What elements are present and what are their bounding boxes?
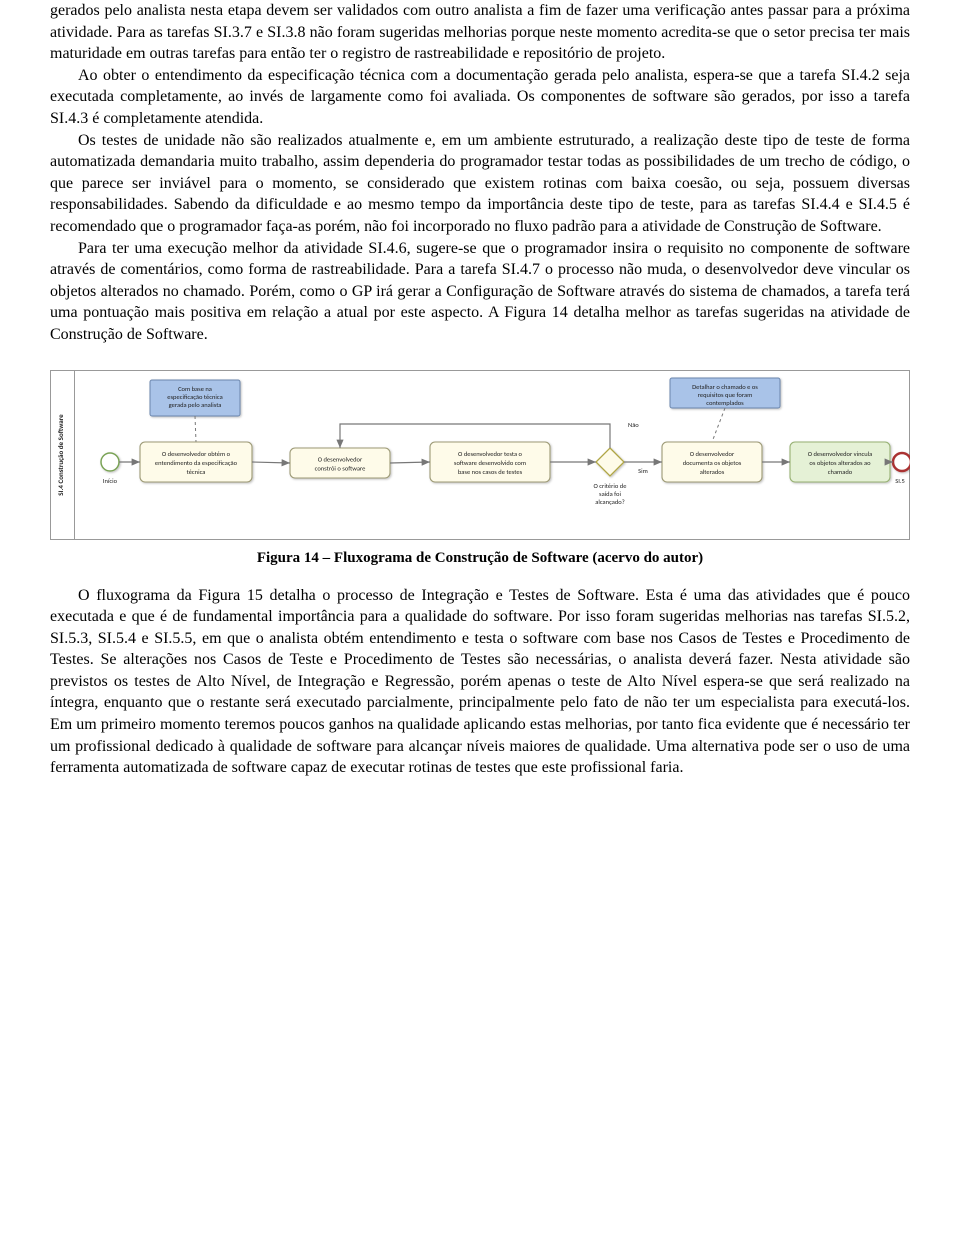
svg-text:software desenvolvido com: software desenvolvido com [454,459,526,467]
svg-text:O desenvolvedor obtém o: O desenvolvedor obtém o [162,450,231,458]
svg-text:chamado: chamado [828,468,853,476]
flowchart-figure-14: SI.4 Construção de Software Com base naes… [50,370,910,540]
svg-text:O desenvolvedor vincula: O desenvolvedor vincula [808,450,873,458]
svg-text:Sim: Sim [638,467,648,475]
svg-text:documenta os objetos: documenta os objetos [683,459,742,467]
svg-text:gerada pelo analista: gerada pelo analista [169,401,222,409]
figure-14-caption: Figura 14 – Fluxograma de Construção de … [50,550,910,567]
svg-text:O critério de: O critério de [594,482,627,490]
svg-text:os objetos alterados ao: os objetos alterados ao [809,459,871,467]
paragraph-4: Para ter uma execução melhor da atividad… [50,238,910,346]
flowchart-svg: SI.4 Construção de Software Com base naes… [50,370,910,540]
svg-text:Com base na: Com base na [178,385,212,393]
svg-text:entendimento da especificação: entendimento da especificação [155,459,238,467]
svg-text:saída foi: saída foi [599,490,621,498]
paragraph-5: O fluxograma da Figura 15 detalha o proc… [50,585,910,779]
svg-text:O desenvolvedor: O desenvolvedor [318,455,363,463]
svg-text:SI.5: SI.5 [895,477,905,485]
svg-text:base nos casos de testes: base nos casos de testes [458,468,523,476]
svg-text:especificação técnica: especificação técnica [167,393,222,401]
svg-text:contemplados: contemplados [706,399,744,407]
paragraph-1: gerados pelo analista nesta etapa devem … [50,0,910,65]
svg-text:O desenvolvedor: O desenvolvedor [690,450,735,458]
svg-text:Detalhar o chamado e os: Detalhar o chamado e os [692,383,758,391]
svg-text:alcançado?: alcançado? [595,498,625,506]
paragraph-2: Ao obter o entendimento da especificação… [50,65,910,130]
svg-text:alterados: alterados [700,468,725,476]
svg-text:Início: Início [103,477,118,485]
svg-text:SI.4 Construção de Software: SI.4 Construção de Software [56,413,65,495]
svg-text:constrói o software: constrói o software [315,464,366,472]
svg-text:O desenvolvedor testa o: O desenvolvedor testa o [458,450,522,458]
paragraph-3: Os testes de unidade não são realizados … [50,130,910,238]
svg-text:Não: Não [628,421,639,429]
svg-text:requisitos que foram: requisitos que foram [698,391,753,399]
svg-text:técnica: técnica [187,468,206,476]
